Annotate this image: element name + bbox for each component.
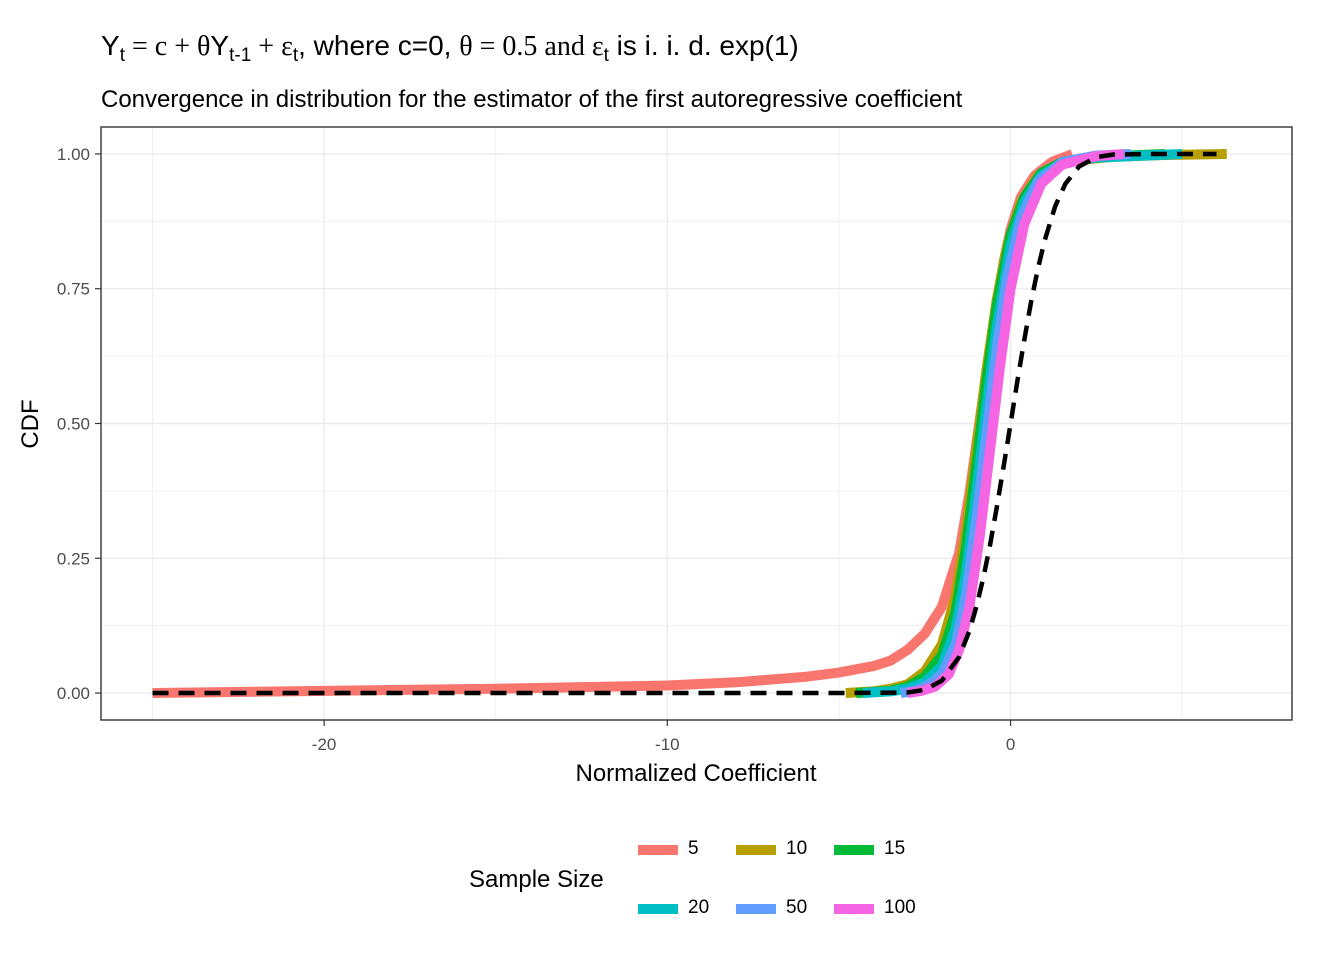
legend-key [638,904,678,914]
y-tick-label: 0.00 [57,684,90,703]
chart-title: Yt = c + θYt-1 + εt, where c=0, θ = 0.5 … [101,30,799,66]
title-part: , where c=0, [298,30,460,61]
legend-label: 10 [786,838,808,859]
legend-key [834,845,874,855]
title-part: = c + [124,31,197,62]
y-tick-label: 0.25 [57,549,90,568]
y-axis-title: CDF [17,399,44,448]
title-part: ε [591,31,604,62]
y-tick-label: 0.75 [57,280,90,299]
title-part: + [251,31,282,62]
legend-key [736,845,776,855]
x-tick-label: -10 [655,735,680,754]
x-tick-label: 0 [1006,735,1015,754]
title-part: ε [281,31,293,62]
legend-key [638,845,678,855]
title-part: t [603,45,609,66]
y-tick-label: 0.50 [57,415,90,434]
legend-title: Sample Size [469,866,604,893]
title-part: = 0.5 and [472,31,592,62]
series-layer [152,149,1227,698]
plot-area: -20 -10 0 0.00 0.25 0.50 0.75 1.00 Normalized … [17,126,1293,787]
series-line-reference [152,151,1217,696]
chart-subtitle: Convergence in distribution for the esti… [101,86,963,113]
title-part: Y [210,30,230,61]
title-part: t [292,45,299,66]
legend-label: 100 [884,897,916,918]
title-part: Y [101,30,120,61]
legend-label: 5 [688,838,699,859]
legend-label: 50 [786,897,808,918]
title-part: θ [459,31,473,62]
legend-key [736,904,776,914]
title-part: t [119,45,125,66]
x-axis: -20 -10 0 [312,720,1015,754]
x-axis-title: Normalized Coefficient [576,760,817,787]
x-tick-label: -20 [312,735,337,754]
y-tick-label: 1.00 [57,145,90,164]
legend-key [834,904,874,914]
title-part: θ [196,31,211,62]
y-axis: 0.00 0.25 0.50 0.75 1.00 [57,145,101,703]
title-part: is i. i. d. exp(1) [608,30,799,61]
title-part: t-1 [229,45,252,66]
legend-label: 15 [884,838,906,859]
legend-label: 20 [688,897,710,918]
